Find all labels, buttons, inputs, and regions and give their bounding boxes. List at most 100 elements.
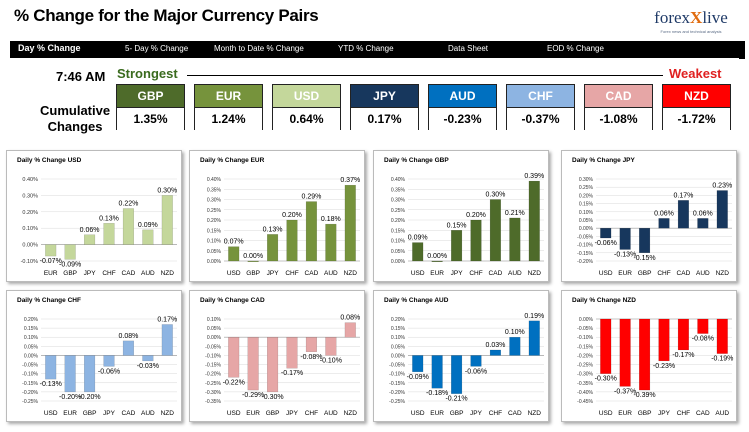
y-tick-label: 0.20% (207, 218, 222, 224)
y-tick-label: 0.10% (391, 335, 406, 341)
nav-eod-change[interactable]: EOD % Change (547, 44, 604, 53)
chart-title: Daily % Change JPY (572, 157, 635, 164)
bar (286, 337, 298, 369)
data-label: 0.21% (505, 210, 525, 217)
x-tick-label: CAD (696, 410, 710, 417)
x-tick-label: CHF (469, 270, 482, 277)
bar (142, 229, 154, 245)
chart-panel-aud: Daily % Change AUD -0.25% -0.20% -0.15% -0.… (373, 290, 549, 422)
nav-5day-change[interactable]: 5- Day % Change (125, 44, 189, 53)
x-tick-label: AUD (141, 270, 155, 277)
currency-code: EUR (195, 85, 262, 108)
data-label: -0.09% (407, 374, 429, 381)
nav-ytd-change[interactable]: YTD % Change (338, 44, 394, 53)
x-tick-label: EUR (430, 410, 444, 417)
chart-title: Daily % Change EUR (200, 157, 265, 164)
data-label: 0.30% (157, 187, 177, 194)
bar (286, 219, 298, 262)
currency-box-usd: USD 0.64% (272, 84, 341, 130)
cumulative-label-line2: Changes (47, 119, 103, 134)
data-label: 0.19% (524, 313, 544, 320)
x-tick-label: CHF (102, 270, 115, 277)
currency-cumulative-value: 0.64% (273, 108, 340, 130)
y-tick-label: -0.25% (577, 363, 593, 369)
y-tick-label: 0.30% (22, 193, 38, 199)
chart-title: Daily % Change NZD (572, 297, 636, 304)
y-tick-label: -0.30% (205, 390, 221, 396)
y-tick-label: -0.10% (205, 353, 221, 359)
x-tick-label: EUR (618, 270, 632, 277)
y-tick-label: 0.25% (207, 208, 222, 214)
y-tick-label: 0.10% (391, 239, 406, 245)
bar (489, 199, 501, 262)
bar (305, 201, 317, 262)
y-tick-label: -0.05% (22, 363, 38, 369)
data-label: 0.06% (80, 227, 100, 234)
data-label: 0.30% (485, 192, 505, 199)
bar (528, 320, 540, 356)
y-tick-label: -0.05% (205, 344, 221, 350)
data-label: -0.08% (300, 354, 322, 361)
currency-code: CHF (507, 85, 574, 108)
nav-day-change[interactable]: Day % Change (18, 43, 81, 53)
x-tick-label: AUD (696, 270, 710, 277)
x-tick-label: GBP (63, 270, 77, 277)
data-label: -0.21% (445, 396, 467, 403)
data-label: -0.06% (465, 368, 487, 375)
y-tick-label: 0.00% (579, 317, 594, 323)
logo-text-ive: ive (707, 8, 728, 27)
nav-data-sheet[interactable]: Data Sheet (448, 44, 489, 53)
nav-month-to-date-change[interactable]: Month to Date % Change (214, 44, 304, 53)
chart-title: Daily % Change GBP (384, 157, 449, 164)
y-tick-label: -0.20% (577, 259, 593, 265)
x-tick-label: NZD (528, 270, 542, 277)
currency-cumulative-value: 0.17% (351, 108, 418, 130)
chart-aud: -0.25% -0.20% -0.15% -0.10% -0.05% 0.00% 0.05%… (389, 313, 544, 417)
forexlive-logo[interactable]: forexXlive Forex news and technical anal… (646, 8, 736, 34)
currency-box-cad: CAD -1.08% (584, 84, 653, 130)
x-tick-label: NZD (344, 410, 358, 417)
x-tick-label: EUR (63, 410, 77, 417)
currency-box-nzd: NZD -1.72% (662, 84, 731, 130)
bar (325, 337, 337, 356)
y-tick-label: 0.25% (579, 185, 594, 191)
bar (161, 324, 173, 356)
bar (600, 227, 612, 239)
data-label: 0.17% (157, 316, 177, 323)
y-tick-label: 0.05% (391, 344, 406, 350)
y-tick-label: -0.10% (22, 372, 38, 378)
y-tick-label: 0.30% (391, 198, 406, 204)
x-tick-label: GBP (638, 410, 652, 417)
chart-panel-usd: Daily % Change USD -0.10% 0.00% 0.10% 0.20%… (6, 150, 182, 282)
x-tick-label: CAD (508, 410, 522, 417)
y-tick-label: 0.15% (391, 326, 406, 332)
y-tick-label: -0.05% (577, 234, 593, 240)
data-label: -0.10% (320, 357, 342, 364)
y-tick-label: -0.45% (577, 399, 593, 405)
x-tick-label: AUD (324, 410, 338, 417)
chart-gbp: 0.00% 0.05% 0.10% 0.15% 0.20% 0.25% 0.30% 0.35%… (391, 173, 544, 277)
bar (639, 227, 651, 253)
data-label: -0.17% (281, 370, 303, 377)
y-tick-label: 0.05% (579, 218, 594, 224)
x-tick-label: AUD (715, 410, 729, 417)
page-title: % Change for the Major Currency Pairs (14, 6, 319, 25)
y-tick-label: 0.25% (391, 208, 406, 214)
x-tick-label: USD (227, 410, 241, 417)
currency-code: NZD (663, 85, 730, 108)
data-label: 0.13% (99, 215, 119, 222)
y-tick-label: -0.15% (389, 381, 405, 387)
data-label: 0.06% (693, 210, 713, 217)
data-label: 0.00% (243, 253, 263, 260)
x-tick-label: GBP (638, 270, 652, 277)
y-tick-label: -0.25% (205, 381, 221, 387)
y-tick-label: 0.20% (579, 193, 594, 199)
bar (122, 208, 134, 245)
y-tick-label: 0.15% (579, 202, 594, 208)
data-label: 0.07% (224, 239, 244, 246)
data-label: -0.29% (242, 392, 264, 399)
bar (528, 180, 540, 262)
data-label: -0.20% (59, 394, 81, 401)
x-tick-label: CHF (657, 270, 670, 277)
y-tick-label: -0.15% (205, 363, 221, 369)
